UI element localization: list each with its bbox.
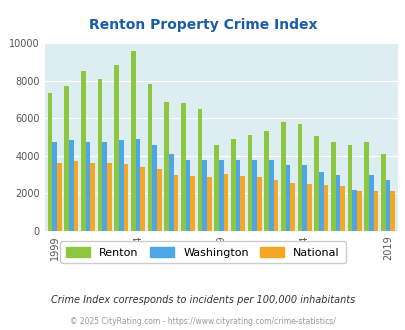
Bar (119, 140, 124, 231)
Bar (363, 142, 368, 231)
Bar (252, 159, 256, 231)
Bar (64, 86, 69, 231)
Bar (47, 93, 52, 231)
Bar (285, 165, 290, 231)
Bar (313, 136, 318, 231)
Bar (173, 175, 178, 231)
Bar (207, 178, 211, 231)
Bar (256, 178, 261, 231)
Text: Crime Index corresponds to incidents per 100,000 inhabitants: Crime Index corresponds to incidents per… (51, 295, 354, 305)
Bar (97, 79, 102, 231)
Bar (264, 131, 268, 231)
Bar (124, 164, 128, 231)
Bar (323, 185, 327, 231)
Bar (235, 159, 240, 231)
Bar (330, 142, 335, 231)
Bar (214, 146, 218, 231)
Bar (385, 180, 389, 231)
Bar (240, 177, 244, 231)
Bar (297, 124, 301, 231)
Bar (368, 175, 373, 231)
Bar (168, 154, 173, 231)
Bar (202, 160, 207, 231)
Bar (181, 103, 185, 231)
Bar (223, 174, 228, 231)
Bar (107, 163, 111, 231)
Bar (135, 139, 140, 231)
Bar (114, 65, 119, 231)
Bar (157, 169, 161, 231)
Legend: Renton, Washington, National: Renton, Washington, National (60, 241, 345, 263)
Bar (102, 142, 107, 231)
Bar (85, 142, 90, 231)
Bar (347, 146, 352, 231)
Bar (152, 146, 157, 231)
Text: Renton Property Crime Index: Renton Property Crime Index (89, 18, 316, 32)
Bar (164, 102, 168, 231)
Bar (389, 191, 394, 231)
Bar (306, 184, 311, 231)
Bar (57, 163, 62, 231)
Bar (52, 142, 57, 231)
Bar (190, 177, 194, 231)
Bar (273, 180, 277, 231)
Bar (90, 163, 95, 231)
Bar (356, 190, 361, 231)
Bar (69, 140, 73, 231)
Bar (268, 159, 273, 231)
Bar (352, 190, 356, 231)
Bar (197, 109, 202, 231)
Bar (373, 190, 377, 231)
Bar (380, 154, 385, 231)
Bar (318, 172, 323, 231)
Bar (290, 183, 294, 231)
Bar (131, 51, 135, 231)
Bar (247, 135, 252, 231)
Bar (218, 160, 223, 231)
Bar (301, 165, 306, 231)
Bar (339, 186, 344, 231)
Bar (147, 84, 152, 231)
Text: © 2025 CityRating.com - https://www.cityrating.com/crime-statistics/: © 2025 CityRating.com - https://www.city… (70, 317, 335, 326)
Bar (73, 161, 78, 231)
Bar (335, 175, 339, 231)
Bar (185, 160, 190, 231)
Bar (280, 122, 285, 231)
Bar (81, 71, 85, 231)
Bar (230, 139, 235, 231)
Bar (140, 167, 145, 231)
